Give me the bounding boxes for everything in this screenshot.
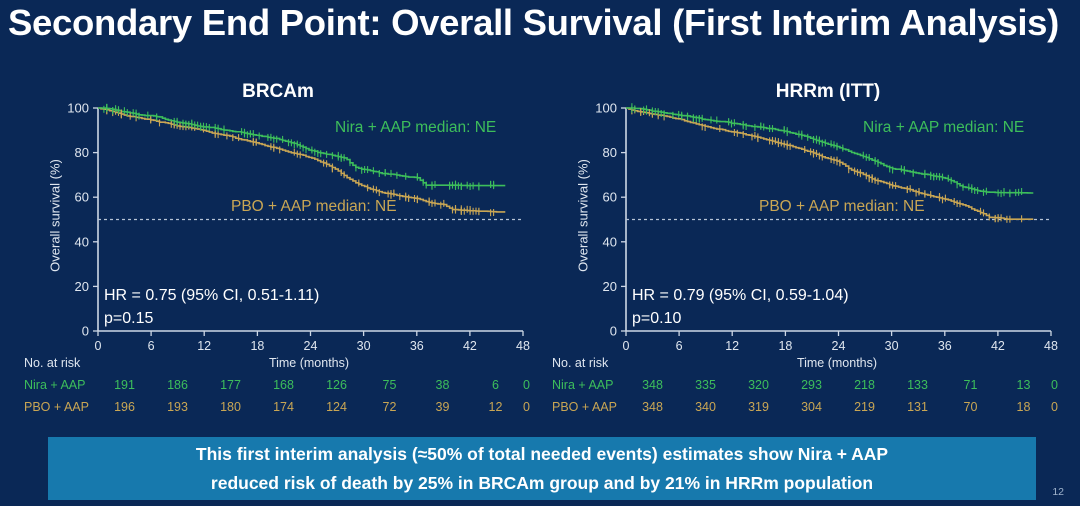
svg-text:42: 42 — [991, 339, 1005, 353]
svg-text:24: 24 — [832, 339, 846, 353]
svg-text:100: 100 — [67, 101, 89, 116]
svg-text:48: 48 — [1044, 339, 1058, 353]
svg-text:6: 6 — [148, 339, 155, 353]
svg-text:0: 0 — [610, 324, 617, 339]
svg-text:24: 24 — [304, 339, 318, 353]
svg-text:80: 80 — [75, 145, 89, 160]
svg-text:100: 100 — [595, 101, 617, 116]
svg-text:60: 60 — [75, 190, 89, 205]
svg-text:6: 6 — [676, 339, 683, 353]
svg-text:12: 12 — [725, 339, 739, 353]
svg-text:40: 40 — [603, 234, 617, 249]
svg-text:40: 40 — [75, 234, 89, 249]
svg-text:0: 0 — [623, 339, 630, 353]
svg-text:36: 36 — [410, 339, 424, 353]
svg-text:0: 0 — [95, 339, 102, 353]
svg-text:18: 18 — [778, 339, 792, 353]
svg-text:30: 30 — [885, 339, 899, 353]
svg-text:60: 60 — [603, 190, 617, 205]
svg-text:20: 20 — [603, 279, 617, 294]
svg-text:12: 12 — [197, 339, 211, 353]
svg-text:18: 18 — [250, 339, 264, 353]
svg-text:36: 36 — [938, 339, 952, 353]
svg-text:30: 30 — [357, 339, 371, 353]
svg-text:20: 20 — [75, 279, 89, 294]
svg-text:42: 42 — [463, 339, 477, 353]
svg-text:0: 0 — [82, 324, 89, 339]
svg-text:80: 80 — [603, 145, 617, 160]
